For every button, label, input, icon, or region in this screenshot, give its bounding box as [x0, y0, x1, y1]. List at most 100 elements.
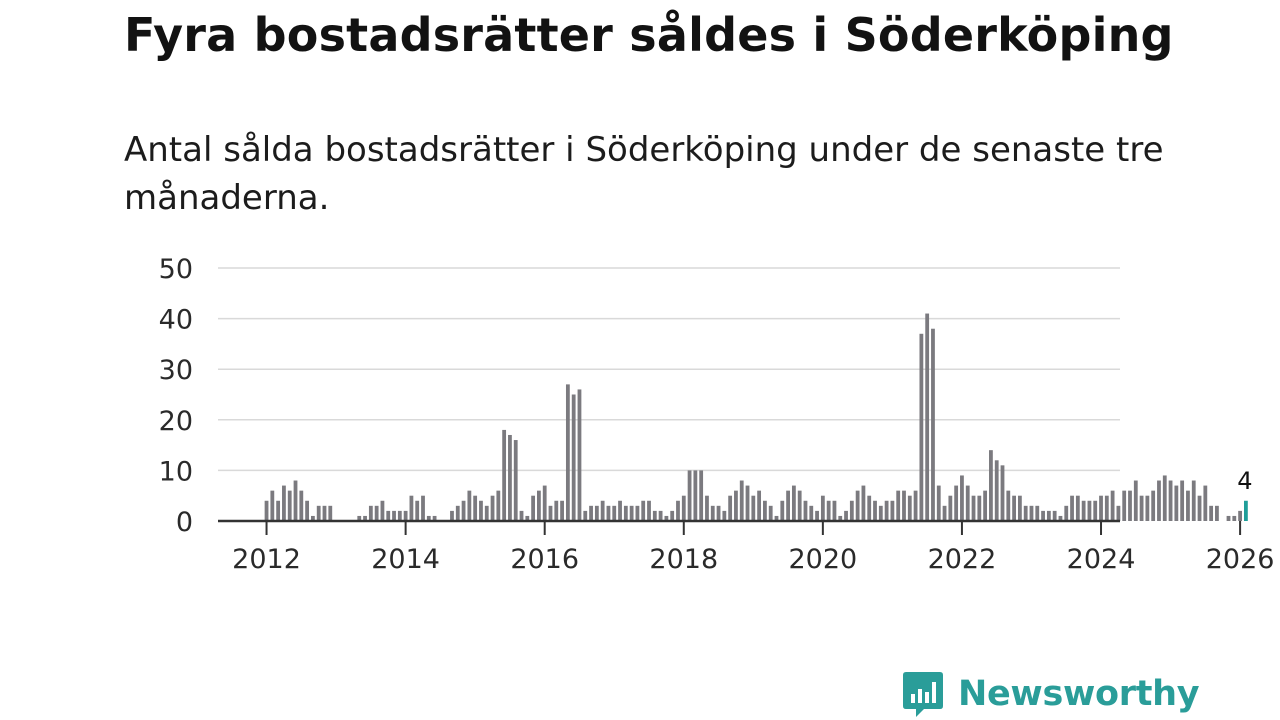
bar	[368, 505, 373, 521]
bar	[739, 480, 744, 521]
bar	[403, 510, 408, 521]
bar	[432, 515, 437, 521]
bar	[479, 500, 483, 521]
bar	[647, 500, 651, 521]
bar	[1186, 490, 1190, 521]
y-tick-label: 40	[159, 305, 193, 336]
x-axis-ticks: 2012 2014 2016 2018 2020 2022 2024 2026	[232, 521, 1274, 575]
bar	[1023, 505, 1028, 521]
bar	[994, 460, 999, 521]
bar	[293, 480, 298, 521]
bar	[305, 500, 310, 521]
bar	[1174, 485, 1179, 521]
bar	[664, 515, 669, 521]
brand-name: Newsworthy	[958, 674, 1200, 714]
x-tick-label: 2024	[1067, 544, 1136, 575]
y-tick-label: 0	[176, 507, 193, 538]
y-axis-tick-labels: 0 10 20 30 40 50	[159, 254, 193, 538]
bar	[641, 500, 646, 521]
bar	[693, 470, 698, 521]
bar	[960, 475, 964, 521]
bar	[1122, 490, 1127, 521]
bar	[623, 505, 628, 521]
x-tick-label: 2014	[371, 544, 440, 575]
bar	[734, 490, 738, 521]
bar	[461, 500, 466, 521]
bar	[415, 500, 420, 521]
bar	[467, 490, 472, 521]
bar	[705, 495, 709, 521]
bar	[855, 490, 860, 521]
bar	[925, 313, 930, 521]
bar	[1046, 510, 1051, 521]
bar	[426, 515, 431, 521]
bar	[548, 505, 553, 521]
bar	[1012, 495, 1016, 521]
bar	[484, 505, 489, 521]
bar	[832, 500, 837, 521]
bar	[826, 500, 831, 521]
y-tick-label: 20	[159, 406, 193, 437]
bar	[658, 510, 663, 521]
newsworthy-logo: Newsworthy	[902, 668, 1200, 720]
bar	[1064, 505, 1069, 521]
bar	[1139, 495, 1144, 521]
bar	[1070, 495, 1074, 521]
bar	[1099, 495, 1103, 521]
bar	[774, 515, 779, 521]
bar	[1000, 465, 1005, 521]
x-tick-label: 2020	[789, 544, 858, 575]
bar	[907, 495, 912, 521]
bar	[670, 510, 675, 521]
bar-series	[264, 313, 1248, 521]
bar	[1232, 515, 1237, 521]
bar	[583, 510, 588, 521]
bar	[1203, 485, 1208, 521]
bar	[299, 490, 304, 521]
bar	[1209, 505, 1214, 521]
chart-title: Fyra bostadsrätter såldes i Söderköping	[124, 8, 1174, 62]
bar	[971, 495, 976, 521]
bar	[1104, 495, 1109, 521]
bar	[450, 510, 454, 521]
bar	[849, 500, 854, 521]
y-tick-label: 30	[159, 355, 193, 386]
bar	[1006, 490, 1011, 521]
x-tick-label: 2022	[928, 544, 997, 575]
bar	[751, 495, 756, 521]
bar	[1215, 505, 1219, 521]
bar	[931, 328, 935, 521]
bar	[1058, 515, 1063, 521]
bar	[1180, 480, 1185, 521]
bar	[757, 490, 762, 521]
bar	[1029, 505, 1034, 521]
bar	[392, 510, 396, 521]
bar	[560, 500, 564, 521]
y-tick-label: 50	[159, 254, 193, 285]
bar	[554, 500, 559, 521]
bar	[571, 394, 576, 521]
bar	[1116, 505, 1121, 521]
bar	[983, 490, 988, 521]
bar	[1052, 510, 1057, 521]
bar	[844, 510, 848, 521]
bar	[687, 470, 692, 521]
bar	[525, 515, 530, 521]
bar	[861, 485, 866, 521]
bar	[878, 505, 883, 521]
bar	[768, 505, 773, 521]
bar	[357, 515, 362, 521]
bar	[537, 490, 541, 521]
bar	[496, 490, 501, 521]
bar	[363, 515, 367, 521]
highlight-data-label: 4	[1237, 467, 1252, 495]
bar	[919, 333, 924, 521]
bar	[1041, 510, 1045, 521]
bar	[386, 510, 391, 521]
bar	[594, 505, 599, 521]
bar	[722, 510, 727, 521]
bar	[896, 490, 901, 521]
bar	[815, 510, 819, 521]
bar	[1145, 495, 1150, 521]
